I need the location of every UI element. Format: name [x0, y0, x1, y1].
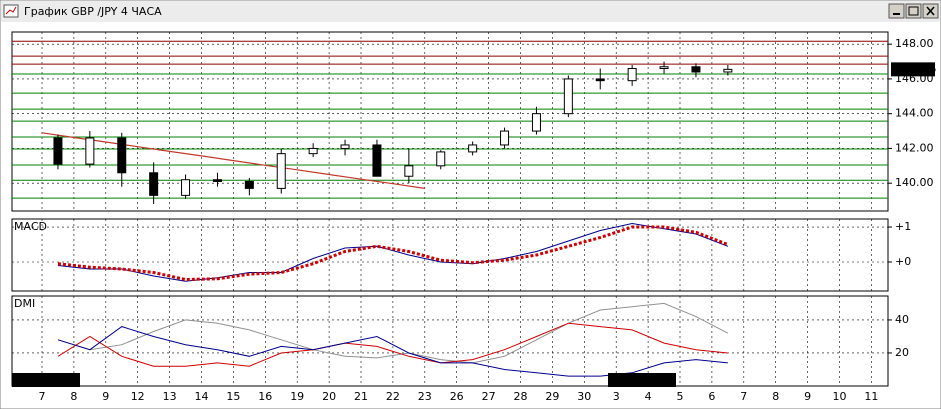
series-line: [57, 302, 729, 364]
x-tick-label: 21: [354, 390, 368, 403]
close-icon: [926, 6, 935, 16]
series-line: [57, 222, 729, 282]
panel-title: MACD: [14, 220, 47, 233]
y-tick-label: 140.00: [895, 176, 934, 189]
y-tick-label: 40: [895, 313, 909, 326]
y-tick-label: 144.00: [895, 107, 934, 120]
x-tick-label: 9: [804, 390, 811, 403]
x-tick-label: 4: [645, 390, 652, 403]
month-label-box: [608, 373, 676, 387]
x-tick-label: 7: [740, 390, 747, 403]
plot-area: 140.00142.00144.00146.00148.00146.55+0+1…: [11, 31, 936, 403]
y-tick-label: 20: [895, 346, 909, 359]
x-tick-label: 5: [677, 390, 684, 403]
x-tick-label: 23: [418, 390, 432, 403]
candle-body: [468, 144, 478, 153]
x-tick-label: 19: [290, 390, 304, 403]
candle-body: [340, 144, 350, 149]
series-line: [57, 322, 728, 367]
x-tick-label: 15: [226, 390, 240, 403]
y-tick-label: +0: [895, 255, 911, 268]
x-tick-label: 28: [514, 390, 528, 403]
x-tick-label: 13: [163, 390, 177, 403]
month-label: Июль 2017: [614, 375, 671, 386]
y-tick-label: 148.00: [895, 37, 934, 50]
x-tick-label: 11: [864, 390, 878, 403]
last-price-box: [891, 62, 935, 77]
x-tick-label: 12: [131, 390, 145, 403]
candle-body: [117, 137, 127, 174]
x-tick-label: 6: [708, 390, 715, 403]
last-price-label: 146.55: [894, 62, 936, 75]
window-icon-line: [5, 6, 17, 15]
candle-body: [308, 147, 318, 155]
x-tick-label: 9: [102, 390, 109, 403]
month-label-box: [12, 373, 80, 387]
x-tick-label: 30: [577, 390, 591, 403]
candle-body: [181, 179, 191, 196]
x-tick-label: 8: [70, 390, 77, 403]
candle-body: [276, 153, 286, 189]
candle-body: [436, 151, 446, 167]
title-bar: [1, 1, 940, 22]
month-label: Июнь 2017: [18, 375, 75, 386]
candle-body: [149, 172, 159, 196]
series-line: [57, 225, 729, 282]
x-tick-label: 3: [613, 390, 620, 403]
x-tick-label: 16: [258, 390, 272, 403]
candle-body: [404, 165, 414, 177]
panel-frame: [11, 218, 889, 292]
x-tick-label: 14: [195, 390, 209, 403]
candle-body: [53, 137, 63, 165]
candle-body: [372, 144, 382, 177]
candle-body: [85, 137, 95, 165]
x-tick-label: 20: [322, 390, 336, 403]
candle-body: [659, 66, 669, 69]
candle-body: [691, 66, 701, 73]
x-tick-label: 27: [482, 390, 496, 403]
panel-frame: [11, 295, 889, 387]
x-tick-label: 8: [772, 390, 779, 403]
panel-title: DMI: [14, 297, 35, 310]
minimize-button[interactable]: [888, 3, 905, 19]
candle-body: [500, 130, 510, 146]
candle-body: [595, 78, 605, 82]
trend-line: [41, 132, 425, 189]
y-tick-label: +1: [895, 220, 911, 233]
candle-body: [723, 68, 733, 73]
x-tick-label: 29: [545, 390, 559, 403]
x-tick-label: 26: [450, 390, 464, 403]
x-tick-label: 10: [833, 390, 847, 403]
x-tick-label: 22: [386, 390, 400, 403]
y-tick-label: 142.00: [895, 141, 934, 154]
candle-body: [531, 113, 541, 132]
window-title: График GBP /JPY 4 ЧАСА: [24, 5, 162, 18]
maximize-icon: [908, 6, 919, 16]
candle-body: [244, 180, 254, 189]
x-tick-label: 7: [39, 390, 46, 403]
candle-body: [212, 179, 222, 182]
candle-body: [563, 78, 573, 115]
maximize-button[interactable]: [905, 3, 922, 19]
candle-body: [627, 67, 637, 82]
